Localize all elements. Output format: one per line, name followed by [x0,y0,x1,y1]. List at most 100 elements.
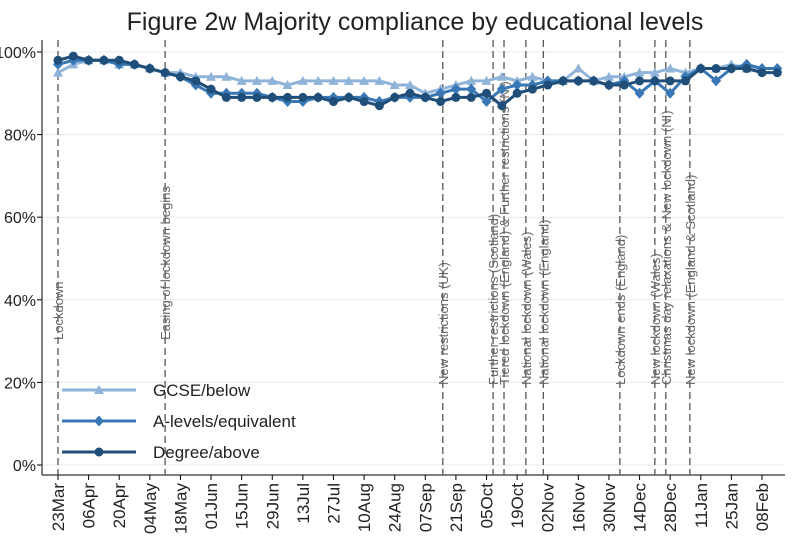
marker [206,71,217,81]
chart-title: Figure 2w Majority compliance by educati… [127,8,704,36]
legend-label: GCSE/below [153,381,251,400]
marker [267,75,278,85]
marker [512,79,523,91]
marker [191,76,201,86]
x-tick-label: 29Jun [263,483,282,529]
marker [496,83,507,95]
annotation-text: New lockdown (Wales) [648,253,663,385]
x-tick-label: 15Jun [233,483,252,529]
annotation-text: National lockdown (Wales) [519,232,534,385]
marker [251,75,262,85]
annotation-text: Christmas day relaxations & New lockdown… [659,110,674,385]
marker [512,88,522,98]
marker [573,76,583,86]
marker [313,75,324,85]
x-tick-label: 30Nov [600,483,619,533]
marker [466,92,476,102]
x-tick-label: 05Oct [478,483,497,529]
marker [374,75,385,85]
x-tick-label: 20Apr [110,483,129,529]
marker [221,92,231,102]
marker [343,75,354,85]
legend-label: A-levels/equivalent [153,412,296,431]
marker [589,76,599,86]
annotation-text: National lockdown (England) [536,220,551,385]
marker [573,63,584,73]
series [53,51,782,111]
x-tick-label: 16Nov [569,483,588,533]
marker [603,71,614,81]
x-tick-label: 08Feb [753,483,772,531]
marker [527,71,538,81]
marker [711,75,722,87]
marker [328,75,339,85]
marker [481,75,492,85]
marker [298,92,308,102]
annotation-text: Easing of lockdown begins [158,186,173,340]
marker [650,76,660,86]
y-tick-label: 60% [4,210,36,227]
marker [665,87,676,99]
marker [282,80,293,90]
marker [405,80,415,90]
marker [466,75,477,85]
marker [221,71,232,81]
marker [389,80,400,90]
marker [435,87,446,99]
marker [267,92,277,102]
marker [53,67,63,77]
marker [313,92,323,102]
marker [711,64,721,74]
marker [558,76,568,86]
marker [405,88,415,98]
marker [481,96,492,108]
marker [145,64,155,74]
marker [757,68,767,78]
marker [283,92,293,102]
marker [634,87,645,99]
marker [359,75,370,85]
x-tick-label: 07Sep [416,483,435,532]
x-tick-label: 27Jul [324,483,343,524]
marker [206,84,216,94]
marker [436,97,446,107]
marker [390,92,400,102]
marker [665,76,675,86]
annotation-text: Tiered lockdown (England) & Further rest… [497,81,512,385]
x-tick-label: 06Apr [80,483,99,529]
x-tick-label: 23Mar [49,483,68,532]
marker [634,67,645,77]
x-tick-label: 25Jan [722,483,741,529]
x-tick-label: 14Dec [631,483,650,533]
marker [297,75,308,85]
annotation-text: Further restrictions (Scotland) [486,214,501,385]
marker [527,84,537,94]
x-tick-label: 28Dec [661,483,680,533]
y-tick-label: 80% [4,128,36,145]
x-tick-label: 04May [141,483,160,535]
marker [94,385,104,394]
marker [160,68,170,78]
annotation-text: Lockdown ends (England) [613,235,628,385]
marker [114,55,124,65]
marker [344,92,354,102]
marker [726,64,736,74]
marker [742,64,752,74]
marker [680,76,690,86]
x-tick-label: 19Oct [508,483,527,529]
marker [619,80,629,90]
marker [130,59,140,69]
annotation-text: New lockdown (England & Scotland) [683,175,698,385]
x-tick-label: 21Sep [447,483,466,532]
marker [635,76,645,86]
marker [604,80,614,90]
marker [175,72,185,82]
marker [237,92,247,102]
x-tick-label: 10Aug [355,483,374,532]
marker [420,92,430,102]
marker [649,67,660,77]
marker [359,97,369,107]
marker [451,92,461,102]
marker [84,55,94,65]
